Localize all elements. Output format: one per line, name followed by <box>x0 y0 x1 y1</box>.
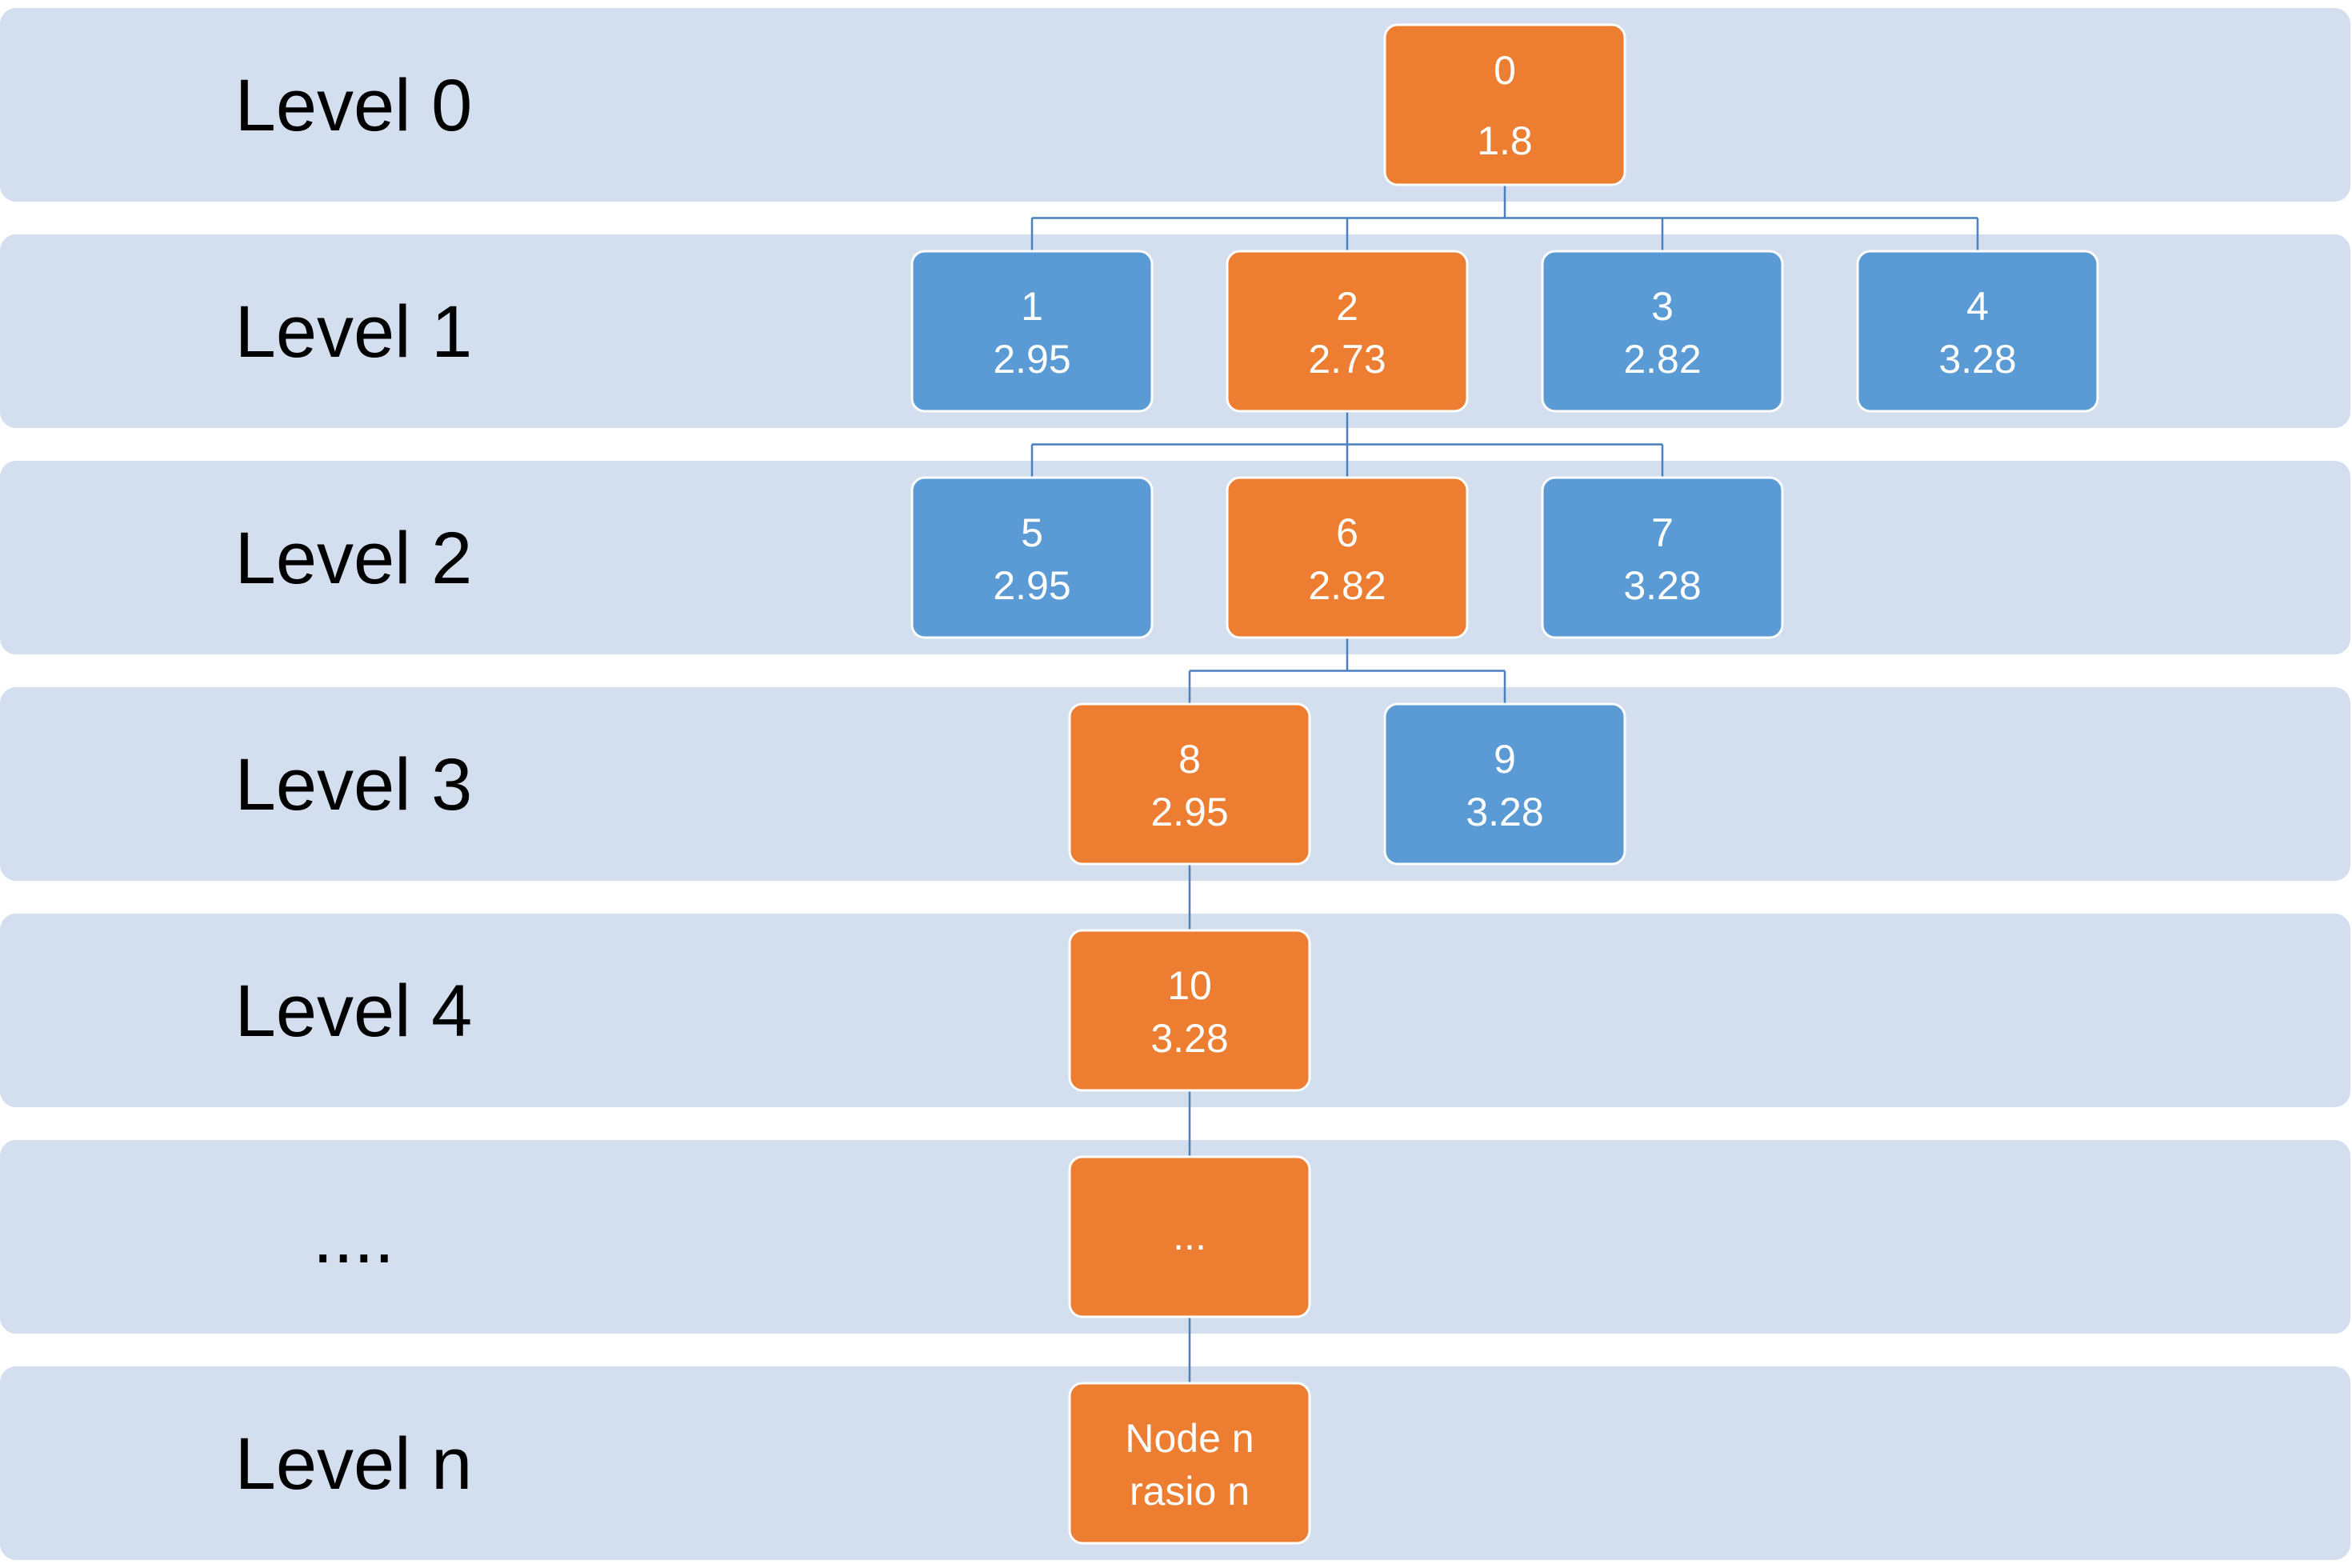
node-id-text: 10 <box>1167 963 1212 1008</box>
node-value-text: 2.82 <box>1308 563 1386 608</box>
tree-node: 43.28 <box>1856 250 2099 413</box>
level-label: Level 0 <box>235 65 473 146</box>
node-value-text: 1.8 <box>1477 118 1533 163</box>
node-id-text: 2 <box>1336 284 1358 329</box>
node-box <box>1383 23 1626 186</box>
tree-node: 62.82 <box>1226 476 1469 639</box>
tree-node: 01.8 <box>1383 23 1626 186</box>
tree-node: 22.73 <box>1226 250 1469 413</box>
node-box <box>1068 929 1311 1092</box>
node-value-text: 2.95 <box>993 337 1070 382</box>
node-id-text: 5 <box>1021 510 1043 555</box>
node-value-text: rasio n <box>1130 1469 1250 1514</box>
level-band <box>0 8 2350 202</box>
tree-node: Node n rasio n <box>1068 1382 1311 1545</box>
level-label: Level 1 <box>235 291 473 373</box>
tree-node: 93.28 <box>1383 702 1626 866</box>
node-box <box>1068 702 1311 866</box>
node-id-text: 8 <box>1178 737 1201 782</box>
level-label: Level n <box>235 1423 473 1505</box>
tree-node: ... <box>1068 1155 1311 1318</box>
node-box <box>1068 1155 1311 1318</box>
node-id-text: 7 <box>1651 510 1674 555</box>
level-label: Level 3 <box>235 744 473 826</box>
node-value-text: 2.95 <box>1150 790 1228 834</box>
node-box <box>1541 476 1784 639</box>
level-label: Level 2 <box>235 518 473 599</box>
node-id-text: 6 <box>1336 510 1358 555</box>
node-box <box>1856 250 2099 413</box>
node-value-text: 2.95 <box>993 563 1070 608</box>
node-id-text: 3 <box>1651 284 1674 329</box>
node-box <box>1226 476 1469 639</box>
node-box <box>910 250 1154 413</box>
node-value-text: 3.28 <box>1623 563 1701 608</box>
node-id-text: 1 <box>1021 284 1043 329</box>
node-box <box>1541 250 1784 413</box>
tree-node: 12.95 <box>910 250 1154 413</box>
node-box <box>1068 1382 1311 1545</box>
node-box <box>1226 250 1469 413</box>
node-id-text: 4 <box>1966 284 1989 329</box>
tree-node: 52.95 <box>910 476 1154 639</box>
node-id-text: 9 <box>1494 737 1516 782</box>
node-id-text: Node n <box>1125 1416 1254 1461</box>
level-label: Level 4 <box>235 970 473 1052</box>
node-value-text: 3.28 <box>1150 1016 1228 1061</box>
node-value-text: 3.28 <box>1938 337 2016 382</box>
tree-node: 73.28 <box>1541 476 1784 639</box>
node-id-text: ... <box>1173 1214 1206 1258</box>
tree-node: 103.28 <box>1068 929 1311 1092</box>
node-value-text: 2.82 <box>1623 337 1701 382</box>
node-box <box>1383 702 1626 866</box>
node-box <box>910 476 1154 639</box>
node-id-text: 0 <box>1494 48 1516 93</box>
tree-node: 32.82 <box>1541 250 1784 413</box>
level-label: .... <box>313 1197 394 1278</box>
tree-node: 82.95 <box>1068 702 1311 866</box>
node-value-text: 2.73 <box>1308 337 1386 382</box>
node-value-text: 3.28 <box>1466 790 1543 834</box>
